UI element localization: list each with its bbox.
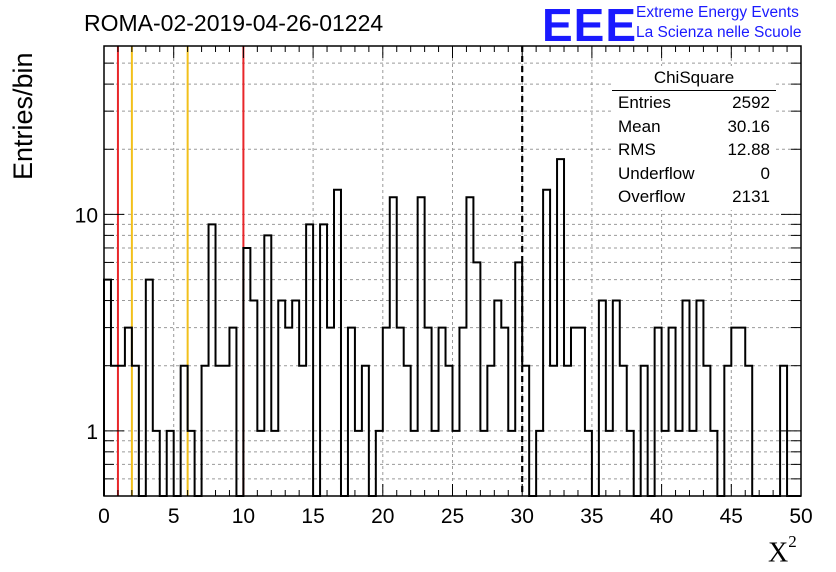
logo-line-2: La Scienza nelle Scuole	[636, 24, 802, 41]
x-tick-label: 15	[301, 505, 324, 528]
stats-row: Underflow 0	[612, 162, 776, 186]
stats-box: ChiSquare Entries 2592 Mean 30.16 RMS 12.88…	[612, 66, 776, 210]
y-tick-label: 1	[86, 421, 98, 444]
x-tick-label: 30	[511, 505, 534, 528]
x-tick-label: 35	[580, 505, 603, 528]
stats-value: 0	[760, 163, 770, 183]
x-tick-label: 0	[98, 505, 110, 528]
x-axis-label-base: X	[768, 537, 789, 569]
stats-header: ChiSquare	[612, 66, 776, 91]
logo-line-1: Extreme Energy Events	[636, 4, 799, 21]
x-axis-label: X2	[768, 532, 797, 569]
stats-label: Entries	[618, 93, 671, 112]
x-tick-label: 40	[650, 505, 673, 528]
stats-value: 12.88	[727, 140, 770, 159]
stats-row: Entries 2592	[612, 91, 776, 115]
stats-label: Overflow	[618, 187, 686, 206]
stats-label: RMS	[618, 140, 656, 159]
eee-logo: EEE	[542, 0, 638, 51]
stats-value: 30.16	[727, 116, 770, 136]
stats-row: RMS 12.88	[612, 138, 776, 162]
x-tick-label: 50	[789, 505, 812, 528]
stats-row: Overflow 2131	[612, 185, 776, 209]
histogram-step-line	[103, 158, 801, 497]
y-axis-label: Entries/bin	[8, 52, 38, 180]
y-tick-label: 10	[75, 204, 98, 227]
x-tick-label: 5	[168, 505, 180, 528]
chart-title: ROMA-02-2019-04-26-01224	[84, 10, 384, 36]
stats-value: 2131	[732, 187, 770, 206]
stats-row: Mean 30.16	[612, 115, 776, 139]
x-tick-label: 20	[371, 505, 394, 528]
stats-label: Underflow	[618, 163, 695, 183]
x-tick-label: 10	[232, 505, 255, 528]
x-tick-label: 45	[720, 505, 743, 528]
x-tick-label: 25	[441, 505, 464, 528]
x-axis-label-superscript: 2	[788, 532, 797, 551]
stats-label: Mean	[618, 116, 661, 136]
stats-value: 2592	[732, 93, 770, 112]
